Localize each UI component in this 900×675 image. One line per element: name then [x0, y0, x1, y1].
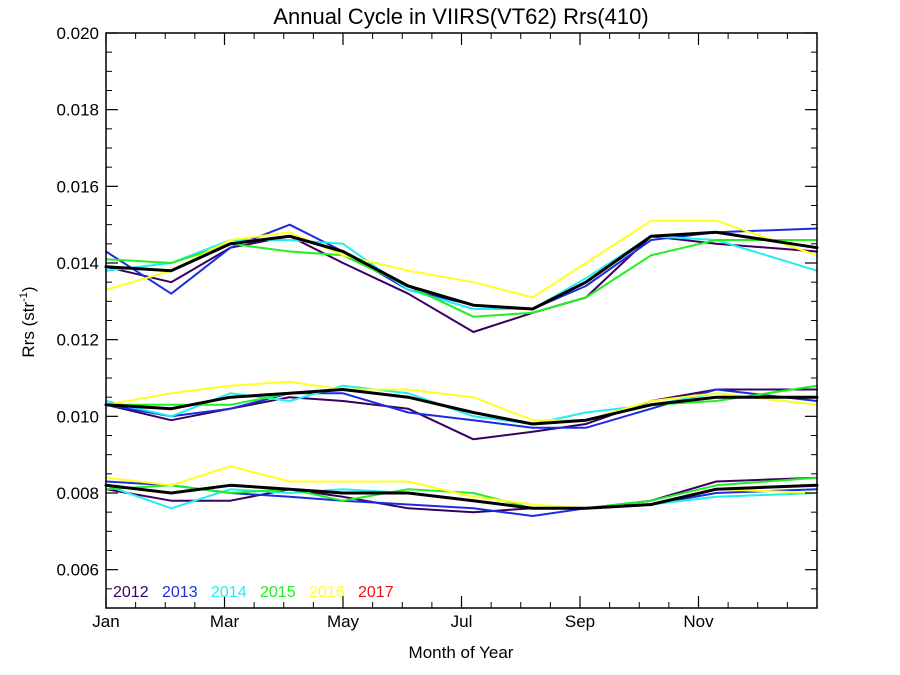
legend-entry-2015: 2015 — [260, 584, 296, 601]
series-line-group1-2013 — [105, 223, 818, 310]
x-tick-label: Mar — [210, 612, 240, 631]
y-tick-label: 0.008 — [56, 484, 99, 503]
x-tick-label: Sep — [565, 612, 595, 631]
series-line-group3-mean — [104, 483, 819, 510]
legend-entry-2017: 2017 — [358, 584, 394, 601]
series-line-group2-mean — [104, 388, 819, 426]
y-tick-label: 0.006 — [56, 561, 99, 580]
x-tick-label: May — [327, 612, 360, 631]
y-tick-label: 0.014 — [56, 254, 99, 273]
y-axis: 0.006 0.008 0.010 0.012 0.014 0.016 0.018 0.020 — [56, 24, 817, 609]
series-line-group1-2016 — [105, 219, 818, 299]
x-tick-label: Jan — [92, 612, 119, 631]
y-tick-label: 0.020 — [56, 24, 99, 43]
series-line-group3-2015 — [105, 476, 818, 510]
y-tick-label: 0.016 — [56, 177, 99, 196]
y-axis-label: Rrs (str-1) — [18, 286, 38, 357]
y-axis-label-main: Rrs (str — [19, 302, 38, 358]
x-tick-label: Jul — [451, 612, 473, 631]
legend-entry-2014: 2014 — [211, 584, 247, 601]
series-line-group1-mean — [104, 230, 819, 311]
y-tick-label: 0.010 — [56, 407, 99, 426]
y-axis-label-superscript: -1 — [18, 292, 30, 302]
x-tick-label: Nov — [683, 612, 714, 631]
x-axis: Jan Mar May Jul Sep Nov — [92, 33, 818, 631]
y-tick-label: 0.012 — [56, 331, 99, 350]
y-tick-label: 0.018 — [56, 101, 99, 120]
legend-entry-2016: 2016 — [309, 584, 345, 601]
x-axis-label: Month of Year — [409, 643, 514, 662]
series-line-group2-2013 — [105, 388, 818, 429]
legend: 2012 2013 2014 2015 2016 2017 — [113, 584, 394, 601]
legend-entry-2013: 2013 — [162, 584, 198, 601]
series-layer — [104, 219, 819, 517]
series-line-group2-2016 — [105, 380, 818, 422]
chart-title: Annual Cycle in VIIRS(VT62) Rrs(410) — [273, 4, 648, 29]
y-axis-label-close: ) — [19, 286, 38, 292]
legend-entry-2012: 2012 — [113, 584, 149, 601]
